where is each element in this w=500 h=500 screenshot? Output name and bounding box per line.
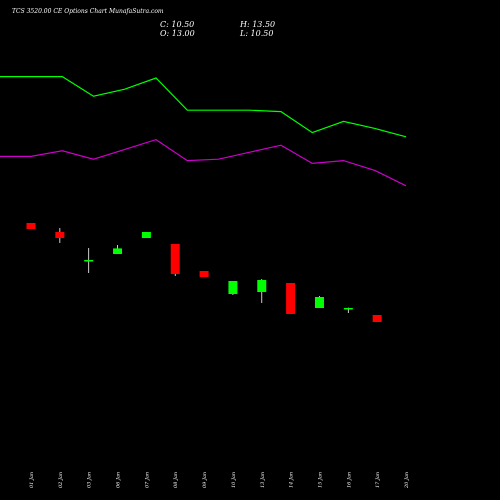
candle-up bbox=[141, 232, 151, 238]
chart-title: TCS 3520.00 CE Options Chart MunafaSutra… bbox=[12, 8, 164, 15]
x-tick-label: 06 Jan bbox=[116, 472, 122, 488]
x-tick-label: 10 Jan bbox=[231, 472, 237, 488]
x-tick-label: 08 Jan bbox=[173, 472, 179, 488]
candle-up bbox=[228, 281, 238, 294]
indicator-lines bbox=[0, 76, 407, 187]
open-label: O: 13.00 bbox=[160, 29, 195, 38]
indicator-line-2 bbox=[0, 138, 407, 187]
x-tick-label: 16 Jan bbox=[346, 472, 352, 488]
candle-up bbox=[343, 308, 353, 310]
x-tick-label: 17 Jan bbox=[375, 472, 381, 488]
candle-down bbox=[199, 271, 209, 277]
x-tick-label: 03 Jan bbox=[87, 472, 93, 488]
x-tick-label: 07 Jan bbox=[144, 472, 150, 488]
indicator-line-1 bbox=[0, 76, 407, 138]
x-tick-label: 09 Jan bbox=[202, 472, 208, 488]
x-tick-label: 01 Jan bbox=[29, 472, 35, 488]
candle-up bbox=[314, 297, 324, 308]
candle-down bbox=[372, 315, 382, 322]
low-label: L: 10.50 bbox=[239, 29, 273, 38]
x-tick-label: 15 Jan bbox=[317, 472, 323, 488]
x-tick-label: 14 Jan bbox=[289, 472, 295, 488]
high-label: H: 13.50 bbox=[239, 20, 275, 29]
candle-down bbox=[286, 283, 296, 314]
x-tick-label: 20 Jan bbox=[404, 472, 410, 489]
candle-up bbox=[257, 280, 267, 292]
candle-up bbox=[113, 248, 123, 254]
candle-down bbox=[170, 244, 180, 274]
x-tick-label: 13 Jan bbox=[260, 472, 266, 488]
close-label: C: 10.50 bbox=[160, 20, 194, 29]
candle-down bbox=[26, 223, 36, 229]
x-tick-label: 02 Jan bbox=[58, 472, 64, 488]
candles bbox=[26, 223, 382, 322]
x-axis-ticks: 01 Jan 02 Jan 03 Jan 06 Jan 07 Jan 08 Jan 09 J… bbox=[29, 472, 410, 489]
candle-up bbox=[84, 260, 94, 262]
candle-down bbox=[55, 232, 65, 238]
